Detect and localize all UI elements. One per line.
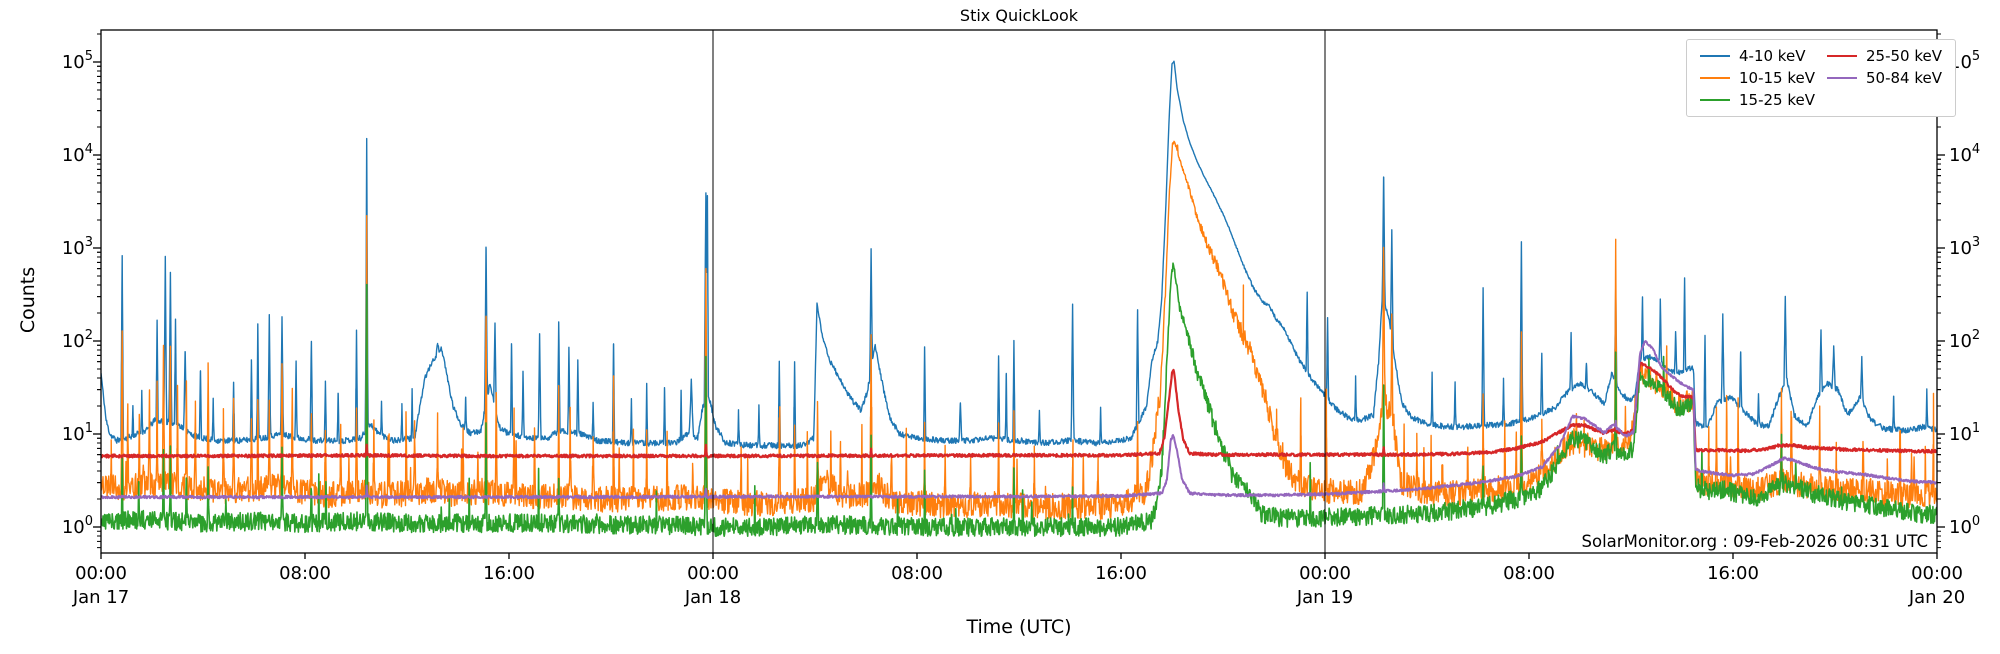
x-tick-label: 16:00 xyxy=(483,563,535,584)
y-tick-label: 101 xyxy=(62,421,93,445)
x-tick-label: 00:00 xyxy=(1299,563,1351,584)
x-tick-date-label: Jan 19 xyxy=(1296,587,1353,608)
series-line-15-25-kev xyxy=(101,262,1937,538)
y-tick-label: 100 xyxy=(1949,514,1980,538)
x-tick-label: 00:00 xyxy=(1911,563,1963,584)
y-axis-label: Counts xyxy=(17,267,39,333)
y-tick-label: 104 xyxy=(62,142,93,166)
x-tick-date-label: Jan 20 xyxy=(1908,587,1965,608)
x-tick-label: 16:00 xyxy=(1707,563,1759,584)
series-lines xyxy=(101,60,1937,538)
legend-item: 50-84 keV xyxy=(1827,67,1942,89)
legend-item: 10-15 keV xyxy=(1700,67,1815,89)
x-tick-date-label: Jan 18 xyxy=(684,587,741,608)
series-line-4-10-kev xyxy=(101,60,1937,450)
y-tick-label: 104 xyxy=(1949,142,1980,166)
y-tick-label: 102 xyxy=(62,328,93,352)
y-tick-label: 100 xyxy=(62,514,93,538)
legend: 4-10 keV 10-15 keV 15-25 keV 25-50 keV 50-84… xyxy=(1686,39,1956,117)
y-tick-label: 103 xyxy=(62,235,93,259)
y-tick-label: 105 xyxy=(62,49,93,73)
series-line-10-15-kev xyxy=(101,140,1937,520)
legend-line-swatch xyxy=(1700,55,1730,57)
legend-label: 15-25 keV xyxy=(1739,91,1815,109)
legend-label: 10-15 keV xyxy=(1739,69,1815,87)
legend-label: 50-84 keV xyxy=(1866,69,1942,87)
legend-column: 25-50 keV 50-84 keV xyxy=(1823,45,1946,111)
legend-line-swatch xyxy=(1827,55,1857,57)
x-tick-label: 16:00 xyxy=(1095,563,1147,584)
chart-title: Stix QuickLook xyxy=(960,6,1079,25)
legend-item: 25-50 keV xyxy=(1827,45,1942,67)
series-line-50-84-kev xyxy=(101,340,1937,500)
legend-label: 25-50 keV xyxy=(1866,47,1942,65)
legend-line-swatch xyxy=(1700,77,1730,79)
legend-label: 4-10 keV xyxy=(1739,47,1806,65)
legend-line-swatch xyxy=(1827,77,1857,79)
legend-column: 4-10 keV 10-15 keV 15-25 keV xyxy=(1696,45,1819,111)
y-tick-label: 103 xyxy=(1949,235,1980,259)
x-axis-label: Time (UTC) xyxy=(965,616,1071,638)
watermark: SolarMonitor.org : 09-Feb-2026 00:31 UTC xyxy=(1582,532,1928,551)
legend-item: 15-25 keV xyxy=(1700,89,1815,111)
x-tick-label: 08:00 xyxy=(1503,563,1555,584)
x-tick-date-label: Jan 17 xyxy=(72,587,129,608)
x-tick-label: 08:00 xyxy=(279,563,331,584)
y-tick-label: 101 xyxy=(1949,421,1980,445)
y-tick-label: 102 xyxy=(1949,328,1980,352)
x-tick-label: 08:00 xyxy=(891,563,943,584)
x-tick-label: 00:00 xyxy=(687,563,739,584)
legend-line-swatch xyxy=(1700,99,1730,101)
legend-item: 4-10 keV xyxy=(1700,45,1815,67)
x-tick-label: 00:00 xyxy=(75,563,127,584)
